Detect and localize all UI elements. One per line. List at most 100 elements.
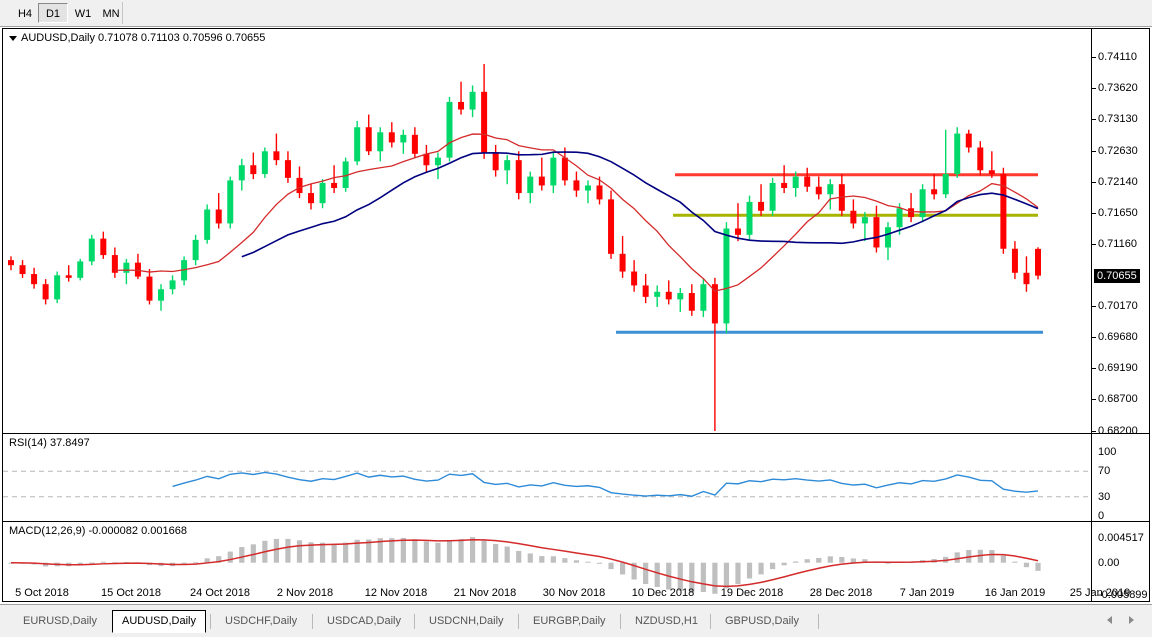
symbol-tab-usdcnh[interactable]: USDCNH,Daily: [429, 615, 504, 627]
candle-body[interactable]: [54, 275, 61, 300]
candle-body[interactable]: [504, 160, 511, 171]
candle-body[interactable]: [1011, 248, 1018, 273]
candle-body[interactable]: [758, 201, 765, 211]
candle-body[interactable]: [977, 147, 984, 171]
timeframe-mn[interactable]: MN: [102, 8, 120, 20]
candle-body[interactable]: [515, 160, 522, 194]
candle-body[interactable]: [481, 91, 488, 153]
candle-body[interactable]: [734, 228, 741, 235]
candle-body[interactable]: [631, 271, 638, 286]
candle-body[interactable]: [919, 189, 926, 218]
candle-body[interactable]: [215, 209, 222, 224]
candle-body[interactable]: [446, 101, 453, 158]
rsi-pane[interactable]: RSI(14) 37.8497 100 70 30 0: [3, 434, 1149, 522]
candle-body[interactable]: [238, 165, 245, 181]
symbol-tab-gbpusd[interactable]: GBPUSD,Daily: [725, 615, 799, 627]
candle-body[interactable]: [458, 101, 465, 110]
candle-body[interactable]: [723, 228, 730, 324]
candle-body[interactable]: [365, 127, 372, 152]
candle-body[interactable]: [804, 176, 811, 187]
candle-body[interactable]: [158, 289, 165, 301]
candle-body[interactable]: [908, 208, 915, 218]
arrow-right-icon[interactable]: [1129, 616, 1134, 624]
candle-body[interactable]: [700, 284, 707, 311]
candle-body[interactable]: [873, 217, 880, 248]
arrow-left-icon[interactable]: [1107, 616, 1112, 624]
candle-body[interactable]: [134, 262, 141, 277]
candle-body[interactable]: [677, 293, 684, 300]
rsi-plot-area[interactable]: [3, 434, 1091, 521]
candle-body[interactable]: [469, 91, 476, 110]
candle-body[interactable]: [573, 180, 580, 191]
candle-body[interactable]: [492, 152, 499, 171]
candle-body[interactable]: [31, 274, 38, 285]
candle-body[interactable]: [550, 157, 557, 186]
candle-body[interactable]: [688, 293, 695, 311]
candle-body[interactable]: [561, 157, 568, 181]
candle-body[interactable]: [942, 174, 949, 195]
candle-body[interactable]: [896, 208, 903, 228]
price-plot-area[interactable]: [3, 29, 1091, 433]
candle-body[interactable]: [1023, 272, 1030, 285]
candle-body[interactable]: [792, 176, 799, 188]
candle-body[interactable]: [850, 210, 857, 224]
candle-body[interactable]: [988, 170, 995, 175]
candle-body[interactable]: [284, 160, 291, 178]
candle-body[interactable]: [331, 182, 338, 188]
candle-body[interactable]: [861, 217, 868, 224]
candle-body[interactable]: [884, 227, 891, 248]
candle-body[interactable]: [954, 133, 961, 175]
candle-body[interactable]: [42, 284, 49, 300]
candle-body[interactable]: [538, 176, 545, 186]
candle-body[interactable]: [1035, 248, 1041, 276]
candle-body[interactable]: [319, 182, 326, 204]
candle-body[interactable]: [111, 255, 118, 273]
macd-scale[interactable]: 0.004517 0.00 -0.005899: [1091, 522, 1149, 601]
candle-body[interactable]: [146, 276, 153, 301]
candle-body[interactable]: [296, 177, 303, 194]
macd-pane[interactable]: MACD(12,26,9) -0.000082 0.001668 0.00451…: [3, 522, 1149, 601]
timeframe-h4[interactable]: H4: [17, 8, 33, 20]
candle-body[interactable]: [342, 161, 349, 188]
symbol-tab-usdcad[interactable]: USDCAD,Daily: [327, 615, 401, 627]
candle-body[interactable]: [19, 265, 26, 275]
candle-body[interactable]: [584, 185, 591, 191]
candle-body[interactable]: [746, 201, 753, 235]
candle-body[interactable]: [527, 176, 534, 194]
rsi-scale[interactable]: 100 70 30 0: [1091, 434, 1149, 521]
candle-body[interactable]: [227, 180, 234, 224]
candle-body[interactable]: [8, 260, 14, 266]
candle-body[interactable]: [250, 165, 257, 175]
candle-body[interactable]: [204, 209, 211, 240]
candle-body[interactable]: [815, 186, 822, 195]
candle-body[interactable]: [411, 134, 418, 154]
price-scale[interactable]: 0.74110 0.73620 0.73130 0.72630 0.72140 0.716…: [1091, 29, 1149, 433]
candle-body[interactable]: [654, 291, 661, 297]
candle-body[interactable]: [965, 133, 972, 148]
candle-body[interactable]: [619, 253, 626, 272]
candle-body[interactable]: [308, 193, 315, 204]
candle-body[interactable]: [354, 127, 361, 162]
symbol-tab-eurusd[interactable]: EURUSD,Daily: [23, 615, 97, 627]
symbol-tab-eurgbp[interactable]: EURGBP,Daily: [533, 615, 606, 627]
candle-body[interactable]: [711, 284, 718, 324]
candle-body[interactable]: [931, 189, 938, 195]
triangle-down-icon[interactable]: [9, 36, 17, 41]
candle-body[interactable]: [88, 238, 95, 262]
candle-body[interactable]: [423, 153, 430, 166]
candle-body[interactable]: [781, 182, 788, 188]
candle-body[interactable]: [261, 151, 268, 175]
candle-body[interactable]: [1000, 174, 1007, 249]
candle-body[interactable]: [169, 280, 176, 290]
candle-body[interactable]: [377, 132, 384, 152]
candle-body[interactable]: [434, 157, 441, 166]
timeframe-w1[interactable]: W1: [74, 8, 92, 20]
candle-body[interactable]: [273, 151, 280, 161]
candle-body[interactable]: [123, 262, 130, 273]
price-pane[interactable]: AUDUSD,Daily 0.71078 0.71103 0.70596 0.7…: [3, 29, 1149, 434]
candle-body[interactable]: [388, 132, 395, 143]
symbol-tab-audusd[interactable]: AUDUSD,Daily: [112, 610, 206, 633]
candle-body[interactable]: [827, 184, 834, 195]
candle-body[interactable]: [100, 238, 107, 256]
candle-body[interactable]: [642, 285, 649, 297]
